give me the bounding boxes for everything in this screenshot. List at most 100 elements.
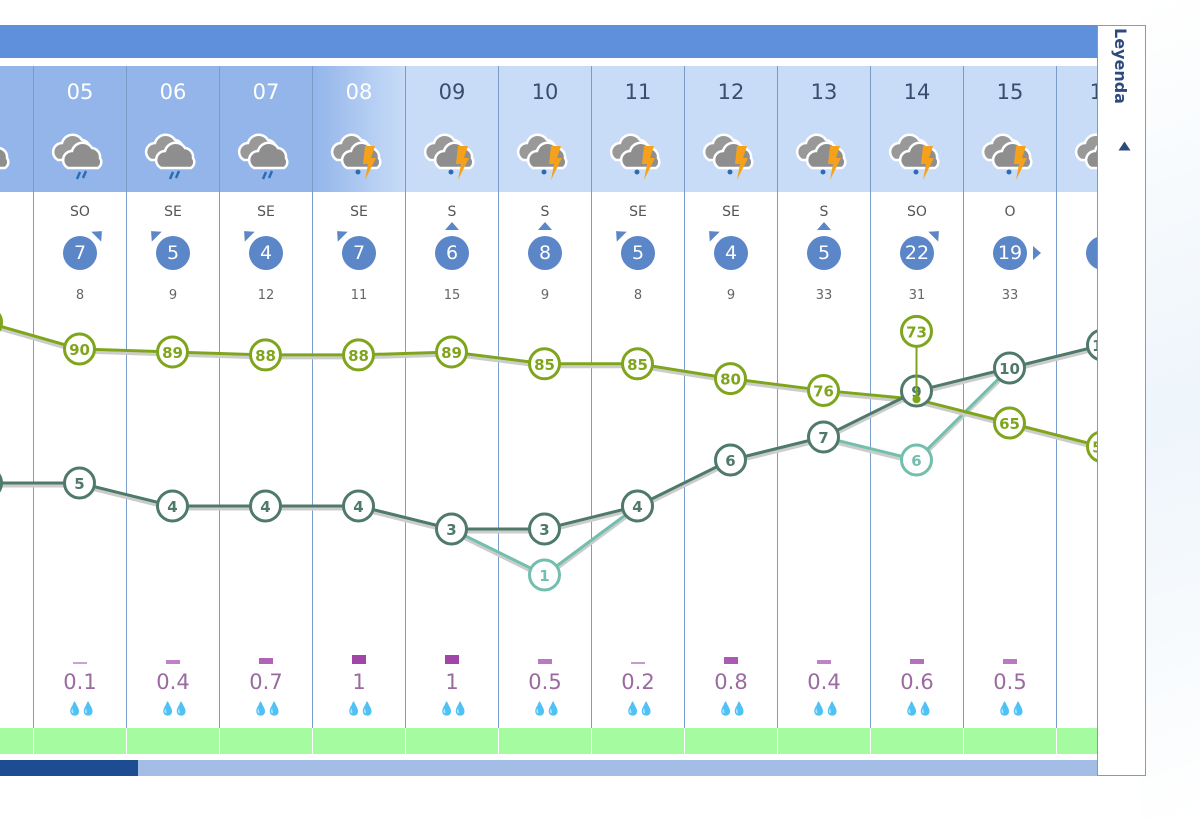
wind-gust: 9 [168,288,178,303]
hour-column[interactable]: 08 SE 7 11 1 💧💧 [312,66,405,754]
legend-toggle-arrow-icon[interactable] [1118,141,1131,151]
hour-label: 10 [531,80,559,104]
wind-direction: SE [629,204,647,220]
wind-speed-badge: 8 [528,236,562,270]
feels-like-value: 1 [539,567,549,585]
horizontal-scrollbar[interactable] [0,760,1097,776]
hour-column[interactable]: 11 SE 5 8 0.2 💧💧 [591,66,684,754]
status-band [127,728,219,754]
precip-bar [259,658,273,664]
status-band [592,728,684,754]
hour-label: 14 [903,80,931,104]
hour-column[interactable]: 14 SO 22 31 0.6 💧💧 [870,66,963,754]
wind-speed-badge: 4 [714,236,748,270]
legend-label: Leyenda [1111,28,1130,104]
hour-column[interactable] [0,66,33,754]
wind-gust: 8 [75,288,85,303]
humidity-point: 89 [435,335,468,369]
temperature-point: 3 [435,512,468,546]
hour-column[interactable]: 06 SE 5 9 0.4 💧💧 [126,66,219,754]
sky-cell [127,66,219,192]
hour-label: 09 [438,80,466,104]
humidity-point: 90 [63,332,96,366]
temperature-value: 4 [167,498,177,516]
feels-like-point: 1 [528,558,561,592]
hour-label: 05 [66,80,94,104]
rain-drops-icon: 💧💧 [252,702,282,717]
cloud-weather-icon [1074,133,1097,170]
storm-weather-icon [981,133,1033,180]
hour-column[interactable]: 07 SE 4 12 0.7 💧💧 [219,66,312,754]
temperature-point: 4 [621,489,654,523]
hour-column[interactable]: 05 SO 7 8 0.1 💧💧 [33,66,126,754]
wind-gust: 33 [815,288,833,303]
precip-bar [817,660,831,664]
wind-direction: SE [257,204,275,220]
background-decoration [1140,0,1200,819]
wind-speed-badge: 5 [621,236,655,270]
humidity-value: 76 [813,382,834,400]
wind-direction: O [1004,204,1016,220]
humidity-value: 85 [534,356,555,374]
wind-speed-badge: 4 [249,236,283,270]
hour-label: 13 [810,80,838,104]
storm-weather-icon [330,133,382,180]
precip-value: 0.5 [993,670,1027,694]
hour-column[interactable]: 09 S 6 15 1 💧💧 [405,66,498,754]
hour-column[interactable]: 12 SE 4 9 0.8 💧💧 [684,66,777,754]
hour-column[interactable]: 13 S 5 33 0.4 💧💧 [777,66,870,754]
rain-drops-icon: 💧💧 [624,702,654,717]
header-bar [0,25,1097,58]
humidity-point: 65 [993,406,1026,440]
wind-speed-badge: 2 [1086,236,1097,270]
precip-bar [538,659,552,664]
hour-column[interactable]: 16 2 3 [1056,66,1097,754]
status-band [964,728,1056,754]
temperature-value: 4 [632,498,642,516]
rain-weather-icon [51,133,103,180]
wind-speed-badge: 7 [342,236,376,270]
wind-direction: SE [350,204,368,220]
wind-direction: S [819,204,829,220]
temperature-value: 10 [999,360,1020,378]
status-band [220,728,312,754]
status-band [778,728,870,754]
precip-bar [910,659,924,664]
storm-weather-icon [423,133,475,180]
storm-weather-icon [888,133,940,180]
hour-column[interactable]: 15 O 19 33 0.5 💧💧 [963,66,1056,754]
humidity-value: 90 [69,341,90,359]
status-band [685,728,777,754]
humidity-point: 76 [807,373,840,407]
cloud-weather-icon [0,146,10,170]
hour-label: 11 [624,80,652,104]
humidity-point: 85 [621,347,654,381]
temperature-point: 7 [807,420,840,454]
precip-value: 1 [445,670,459,694]
wind-speed-badge: 6 [435,236,469,270]
legend-panel[interactable]: Leyenda [1097,25,1146,776]
humidity-point: 88 [342,338,375,372]
hour-column[interactable]: 10 S 8 9 0.5 💧💧 [498,66,591,754]
status-band [0,728,33,754]
temperature-value: 3 [539,521,549,539]
temperature-point: 11 [1086,329,1097,361]
precip-value: 0.5 [528,670,562,694]
humidity-point: 85 [528,347,561,381]
humidity-value: 88 [348,347,369,365]
forecast-grid[interactable]: 05 SO 7 8 0.1 💧💧 06 SE 5 9 0.4 💧💧 07 SE … [0,58,1097,758]
rain-drops-icon: 💧💧 [717,702,747,717]
temperature-value: 5 [74,475,84,493]
rain-weather-icon [144,133,196,180]
scrollbar-thumb[interactable] [0,760,138,776]
storm-weather-icon [795,133,847,180]
wind-direction: SE [722,204,740,220]
humidity-point: 80 [714,362,747,396]
storm-weather-icon [609,133,661,180]
feels-like-value: 6 [911,452,921,470]
wind-speed-badge: 22 [900,236,934,270]
rain-drops-icon: 💧💧 [66,702,96,717]
feels-like-point: 6 [900,443,933,477]
rain-drops-icon: 💧💧 [996,702,1026,717]
humidity-point: 88 [249,338,282,372]
